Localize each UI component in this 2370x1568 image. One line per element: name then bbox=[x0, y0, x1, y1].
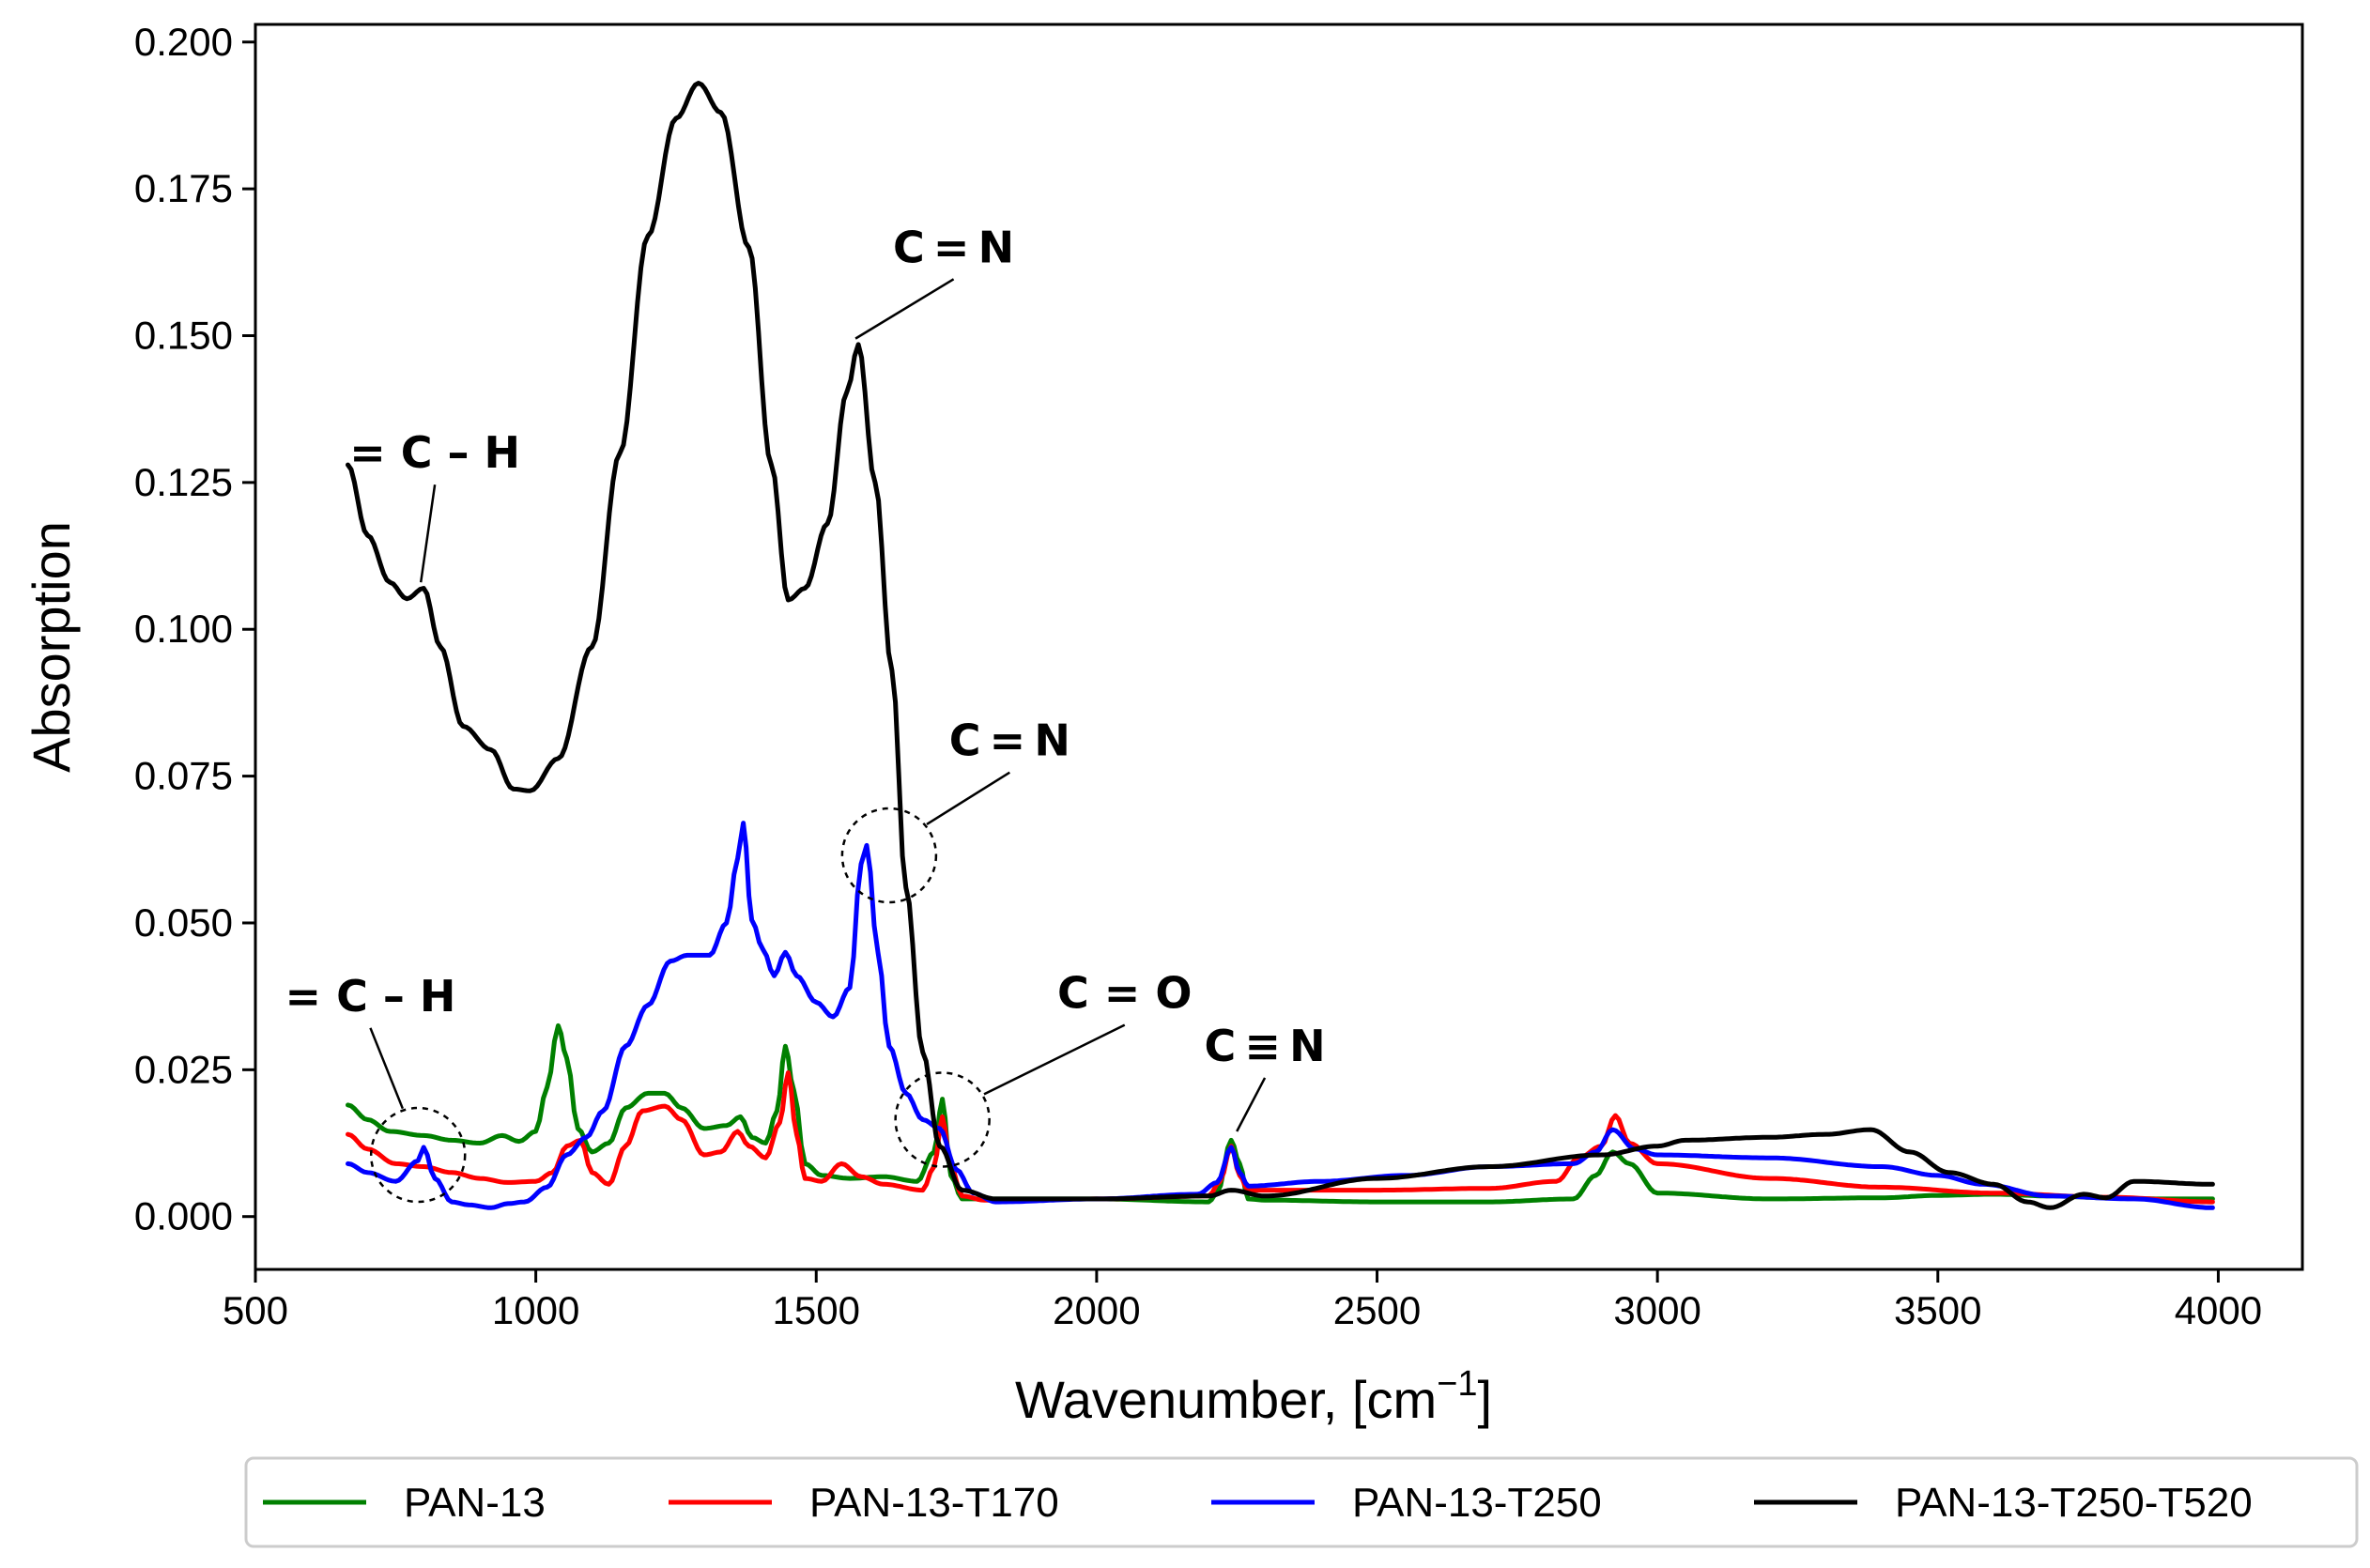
x-tick-label: 3500 bbox=[1894, 1288, 1981, 1332]
series-line-pan-13-t250-t520 bbox=[346, 81, 2215, 1210]
series-line-pan-13-t250 bbox=[346, 821, 2215, 1210]
annotation-circle bbox=[894, 1071, 991, 1168]
x-tick-label: 1000 bbox=[492, 1288, 579, 1332]
legend: PAN-13 PAN-13-T170 PAN-13-T250 PAN-13-T250-… bbox=[244, 1456, 2359, 1548]
annotation-label: C = N bbox=[949, 715, 1070, 766]
x-tick-label: 4000 bbox=[2175, 1288, 2262, 1332]
annotation-leader bbox=[983, 1023, 1126, 1096]
annotation-leader bbox=[926, 771, 1010, 825]
x-tick-label: 2000 bbox=[1053, 1288, 1140, 1332]
y-tick-label: 0.075 bbox=[134, 754, 233, 798]
series-layer bbox=[346, 81, 2215, 1210]
annotation-label: = C – H bbox=[349, 427, 520, 478]
annotation-leader bbox=[1236, 1077, 1267, 1132]
y-tick-label: 0.125 bbox=[134, 460, 233, 504]
annotation-label: = C – H bbox=[285, 971, 456, 1022]
x-tick-label: 1500 bbox=[773, 1288, 860, 1332]
annotation-label: C = O bbox=[1057, 968, 1192, 1019]
ticks-layer: 500 1000 1500 2000 2500 3000 3500 4000 0.000 0.02… bbox=[134, 20, 2262, 1332]
annotation-layer: = C – H C = N C = N = C – H C = OC ≡ N bbox=[285, 222, 1326, 1204]
y-tick-label: 0.050 bbox=[134, 900, 233, 945]
x-axis-title-close: ] bbox=[1477, 1370, 1492, 1429]
annotation-leader bbox=[369, 1027, 405, 1110]
annotation-leader bbox=[419, 484, 437, 583]
series-line-pan-13 bbox=[346, 1022, 2215, 1205]
legend-label-pan-13: PAN-13 bbox=[404, 1480, 546, 1526]
y-axis-title: Absorption bbox=[22, 521, 81, 773]
annotation-label: C = N bbox=[893, 222, 1014, 272]
y-tick-label: 0.100 bbox=[134, 607, 233, 651]
series-line-pan-13-t170 bbox=[346, 1070, 2215, 1205]
annotation-circle bbox=[840, 807, 938, 904]
legend-label-pan-13-t170: PAN-13-T170 bbox=[809, 1480, 1059, 1526]
x-tick-label: 500 bbox=[223, 1288, 288, 1332]
plot-frame bbox=[254, 23, 2304, 1271]
legend-label-pan-13-t250-t520: PAN-13-T250-T520 bbox=[1895, 1480, 2253, 1526]
x-axis-title-superscript: −1 bbox=[1437, 1364, 1477, 1404]
annotation-leader bbox=[854, 278, 955, 340]
y-tick-label: 0.000 bbox=[134, 1194, 233, 1238]
y-tick-label: 0.200 bbox=[134, 20, 233, 64]
annotation-label: C ≡ N bbox=[1204, 1021, 1325, 1071]
x-axis-title-main: Wavenumber, [cm bbox=[1015, 1370, 1437, 1429]
legend-label-pan-13-t250: PAN-13-T250 bbox=[1352, 1480, 1602, 1526]
x-axis-title: Wavenumber, [cm−1] bbox=[1015, 1364, 1492, 1429]
legend-items: PAN-13 PAN-13-T170 PAN-13-T250 PAN-13-T250-… bbox=[263, 1480, 2253, 1526]
y-tick-label: 0.025 bbox=[134, 1047, 233, 1091]
x-tick-label: 2500 bbox=[1333, 1288, 1421, 1332]
y-tick-label: 0.175 bbox=[134, 166, 233, 210]
y-tick-label: 0.150 bbox=[134, 314, 233, 358]
annotation-circle bbox=[369, 1106, 467, 1204]
x-tick-label: 3000 bbox=[1613, 1288, 1701, 1332]
